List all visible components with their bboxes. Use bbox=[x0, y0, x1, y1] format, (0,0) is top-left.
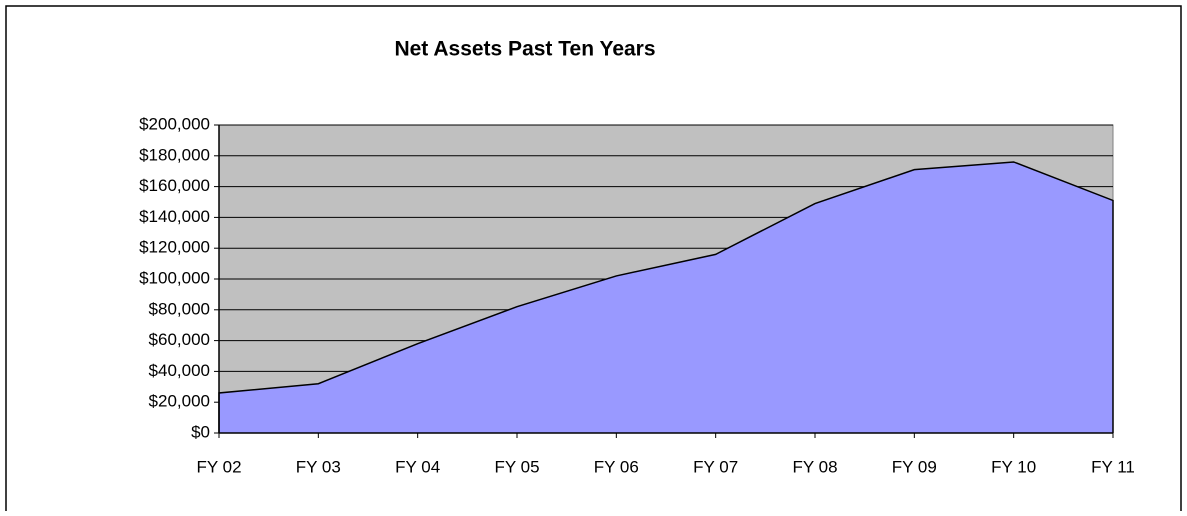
x-tick-label: FY 05 bbox=[494, 457, 539, 476]
x-tick-label: FY 10 bbox=[991, 457, 1036, 476]
y-tick-label: $80,000 bbox=[149, 299, 210, 318]
y-tick-label: $120,000 bbox=[139, 238, 210, 257]
area bbox=[219, 161, 1113, 433]
x-tick-label: FY 07 bbox=[693, 457, 738, 476]
y-tick-label: $0 bbox=[191, 422, 210, 441]
y-tick-label: $140,000 bbox=[139, 207, 210, 226]
y-tick-label: $20,000 bbox=[149, 392, 210, 411]
area-outline bbox=[218, 161, 1114, 433]
x-tick-label: FY 04 bbox=[395, 457, 440, 476]
x-tick-label: FY 03 bbox=[296, 457, 341, 476]
x-tick-label: FY 02 bbox=[196, 457, 241, 476]
y-tick-label: $60,000 bbox=[149, 330, 210, 349]
x-tick-label: FY 11 bbox=[1091, 457, 1135, 476]
y-tick-label: $40,000 bbox=[149, 361, 210, 380]
x-tick-label: FY 06 bbox=[594, 457, 639, 476]
y-tick-label: $200,000 bbox=[139, 114, 210, 133]
y-tick-label: $180,000 bbox=[139, 145, 210, 164]
x-tick-label: FY 08 bbox=[792, 457, 837, 476]
y-tick-label: $100,000 bbox=[139, 268, 210, 287]
x-tick-label: FY 09 bbox=[892, 457, 937, 476]
y-tick-label: $160,000 bbox=[139, 176, 210, 195]
chart-title: Net Assets Past Ten Years bbox=[394, 38, 655, 61]
chart-border bbox=[5, 5, 1182, 511]
